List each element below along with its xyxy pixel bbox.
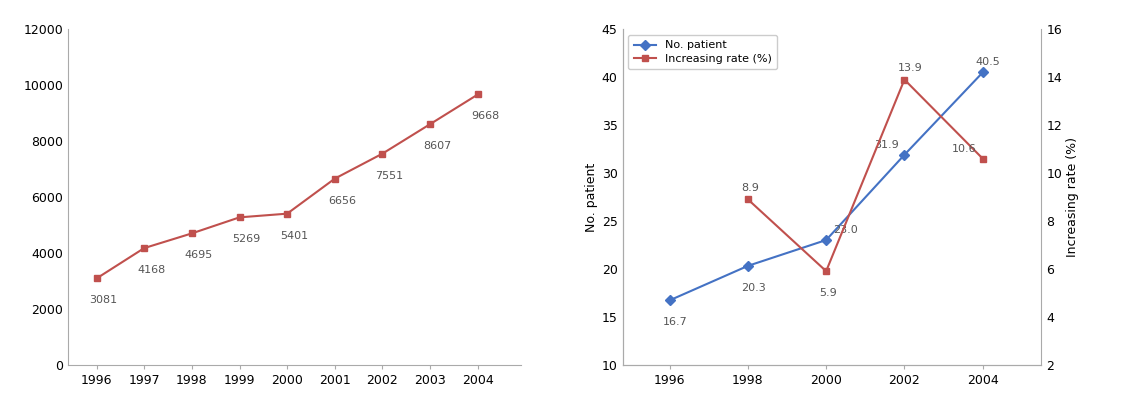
No. patient: [662, 298, 676, 303]
Text: 8607: 8607: [423, 141, 452, 151]
Line: No. patient: No. patient: [666, 69, 986, 304]
Increasing rate (%): [741, 197, 755, 202]
No. patient: [820, 238, 833, 243]
Text: 8.9: 8.9: [741, 183, 758, 193]
Increasing rate (%): [898, 77, 911, 82]
Text: 4695: 4695: [185, 251, 213, 260]
Y-axis label: No. patient: No. patient: [585, 162, 598, 232]
Text: 13.9: 13.9: [898, 63, 923, 73]
Text: 3081: 3081: [89, 295, 118, 305]
Increasing rate (%): [976, 156, 989, 161]
Increasing rate (%): [820, 269, 833, 274]
Text: 6656: 6656: [328, 196, 355, 206]
No. patient: [898, 152, 911, 157]
Text: 23.0: 23.0: [833, 225, 858, 235]
Text: 9668: 9668: [471, 111, 499, 122]
Text: 10.6: 10.6: [952, 144, 977, 154]
Line: Increasing rate (%): Increasing rate (%): [745, 76, 986, 274]
Text: 7551: 7551: [376, 171, 404, 181]
Text: 31.9: 31.9: [874, 140, 899, 150]
No. patient: [976, 70, 989, 75]
No. patient: [741, 264, 755, 269]
Text: 40.5: 40.5: [976, 57, 1001, 67]
Text: 5401: 5401: [281, 231, 308, 241]
Text: 4168: 4168: [137, 265, 165, 275]
Y-axis label: Increasing rate (%): Increasing rate (%): [1066, 137, 1079, 257]
Text: 5.9: 5.9: [820, 288, 837, 298]
Text: 16.7: 16.7: [662, 317, 687, 327]
Text: 5269: 5269: [232, 234, 260, 244]
Legend: No. patient, Increasing rate (%): No. patient, Increasing rate (%): [628, 35, 778, 69]
Text: 20.3: 20.3: [741, 283, 765, 293]
